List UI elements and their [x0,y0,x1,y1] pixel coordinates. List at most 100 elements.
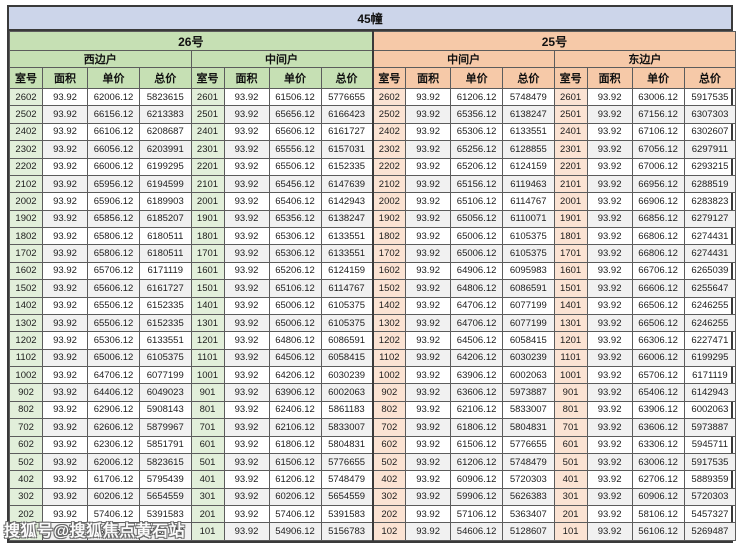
room-cell: 202 [9,504,43,524]
area-cell: 93.92 [223,365,270,385]
unit-price-cell: 63006.12 [631,452,685,472]
total-price-cell: 6049023 [139,383,192,402]
unit-price-cell: 67106.12 [631,122,685,142]
unit-price-cell: 60206.12 [87,487,140,507]
total-price-cell: 6293215 [683,157,737,176]
area-cell: 93.92 [42,487,88,507]
total-price-cell: 6307303 [683,105,737,124]
total-price-cell: 6105375 [320,313,374,333]
unit-price-cell: 65806.12 [87,226,140,246]
room-cell: 1602 [371,261,407,281]
room-cell: 1102 [371,348,407,368]
area-cell: 93.92 [586,331,633,350]
room-cell: 1801 [553,226,588,246]
unit-price-cell: 65606.12 [87,279,140,298]
unit-price-cell: 61806.12 [450,418,504,437]
unit-price-cell: 62906.12 [87,400,140,420]
total-price-cell: 6142943 [320,192,374,211]
unit-price-cell: 66606.12 [631,279,685,298]
area-cell: 93.92 [405,105,452,124]
table-row: 1502 93.92 65606.12 6161727 1501 93.92 65106.1… [9,279,737,298]
area-cell: 93.92 [586,487,633,507]
room-cell: 2002 [9,192,43,211]
room-cell: 1201 [553,331,588,350]
total-price-cell: 5833007 [502,400,555,420]
total-price-cell: 6086591 [502,279,555,298]
area-cell: 93.92 [405,122,452,142]
room-cell: 1601 [553,261,588,281]
table-row: 2302 93.92 66056.12 6203991 2301 93.92 65556.1… [9,140,737,159]
total-price-cell: 6114767 [320,279,374,298]
total-price-cell: 6274431 [683,226,737,246]
unit-price-cell: 67006.12 [631,157,685,176]
total-price-cell: 6152335 [320,157,374,176]
total-price-cell: 6114767 [502,192,555,211]
total-price-cell: 6157031 [320,140,374,159]
area-cell: 93.92 [42,157,88,176]
unit-price-cell: 63906.12 [450,365,504,385]
unit-price-cell: 64706.12 [450,296,504,315]
area-cell: 93.92 [223,226,270,246]
area-cell: 93.92 [586,105,633,124]
area-cell: 93.92 [223,504,270,524]
unit-price-cell: 65556.12 [268,140,322,159]
room-cell: 2202 [371,157,407,176]
total-price-cell: 5720303 [502,470,555,489]
table-row: 1302 93.92 65506.12 6152335 1301 93.92 65006.1… [9,313,737,333]
room-cell: 2502 [371,105,407,124]
room-cell: 302 [9,487,43,507]
unit-price-cell: 66506.12 [631,296,685,315]
table-row: 502 93.92 62006.12 5823615 501 93.92 61506.12 5… [9,452,737,472]
area-cell: 93.92 [223,244,270,263]
total-price-cell: 6171119 [683,365,737,385]
table-row: 2202 93.92 66006.12 6199295 2201 93.92 65506.1… [9,157,737,176]
area-cell: 93.92 [223,313,270,333]
total-price-cell: 6058415 [320,348,374,368]
room-cell: 402 [371,470,407,489]
room-cell: 801 [553,400,588,420]
total-price-cell: 6161727 [320,122,374,142]
area-cell: 93.92 [42,105,88,124]
area-cell: 93.92 [405,192,452,211]
total-price-cell: 5748479 [320,470,374,489]
total-price-cell: 6302607 [683,122,737,142]
area-cell: 93.92 [223,435,270,454]
column-header: 总价 [320,67,374,89]
room-cell: 401 [553,470,588,489]
unit-price-cell: 66156.12 [87,105,140,124]
area-cell: 93.92 [586,209,633,229]
total-price-cell: 6128855 [502,140,555,159]
total-price-cell: 6189903 [139,192,192,211]
area-cell: 93.92 [586,244,633,263]
area-cell: 93.92 [405,418,452,437]
room-cell: 2001 [553,192,588,211]
total-price-cell: 6199295 [139,157,192,176]
area-cell: 93.92 [586,261,633,281]
total-price-cell: 5654559 [320,487,374,507]
room-cell: 102 [9,522,43,541]
room-cell: 701 [190,418,225,437]
area-cell: 93.92 [42,226,88,246]
area-cell: 93.92 [405,209,452,229]
table-row: 2002 93.92 65906.12 6189903 2001 93.92 65406.1… [9,192,737,211]
area-cell: 93.92 [586,296,633,315]
area-cell: 93.92 [223,296,270,315]
room-cell: 602 [371,435,407,454]
unit-price-cell: 66106.12 [87,122,140,142]
area-cell: 93.92 [223,400,270,420]
room-cell: 302 [371,487,407,507]
room-cell: 101 [553,522,588,541]
total-price-cell: 6161727 [139,279,192,298]
area-cell: 93.92 [42,279,88,298]
area-cell: 93.92 [405,470,452,489]
total-price-cell: 5973887 [683,418,737,437]
area-cell: 93.92 [405,261,452,281]
unit-price-cell: 65206.12 [450,157,504,176]
unit-price-cell: 63906.12 [268,383,322,402]
total-price-cell: 6133551 [320,244,374,263]
total-price-cell: 5861183 [320,400,374,420]
room-cell: 2101 [553,174,588,194]
room-cell: 2501 [190,105,225,124]
total-price-cell: 6255647 [683,279,737,298]
total-price-cell: 5879967 [139,418,192,437]
